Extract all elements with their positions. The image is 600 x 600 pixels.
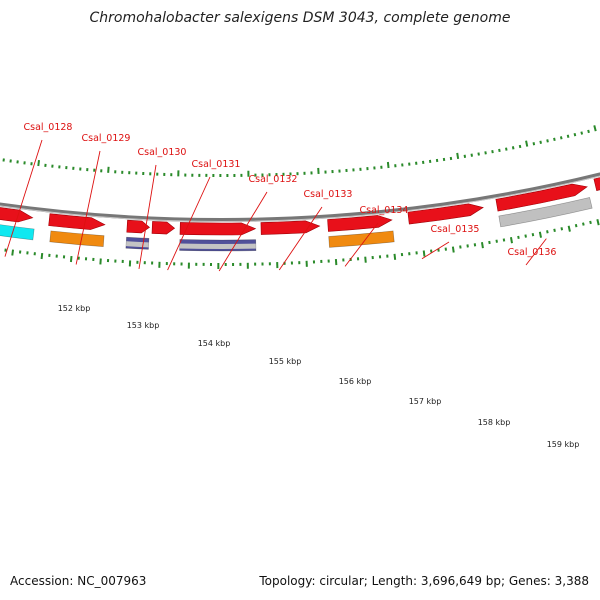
cds-feature-overlay [179,243,256,249]
outer-minor-tick [502,238,506,242]
inner-minor-tick [511,146,515,150]
accession-text: Accession: NC_007963 [10,574,147,588]
inner-minor-tick [498,148,501,153]
outer-tick-track [4,219,600,269]
kbp-scale-label: 159 kbp [547,440,580,449]
gene-arrow [126,219,150,234]
gene-label-leader [218,191,268,272]
outer-major-tick [69,255,73,263]
kbp-scale-label: 154 kbp [198,339,231,348]
outer-minor-tick [517,235,520,240]
backbone-line [0,172,600,222]
inner-minor-tick [566,134,570,138]
gene-arrow [327,215,393,232]
gene-label: Csal_0136 [508,247,557,258]
gene-label-leader [75,150,101,265]
outer-minor-tick [589,220,592,225]
gene-label: Csal_0129 [82,133,131,144]
outer-minor-tick [531,232,535,237]
outer-major-tick [393,253,397,260]
gene-arrow [407,203,484,225]
cds-feature [0,224,35,241]
outer-major-tick [538,231,543,238]
backbone-highlight [0,175,600,222]
gene-label-leader [525,238,547,266]
inner-minor-tick [580,131,584,135]
outer-minor-tick [524,234,527,238]
inner-minor-tick [539,140,542,144]
kbp-label-track: 152 kbp 153 kbp 154 kbp 155 kbp 156 kbp 157 k… [58,304,580,449]
inner-major-tick [593,125,597,132]
genome-summary-text: Topology: circular; Length: 3,696,649 bp… [259,574,589,588]
outer-minor-tick [574,223,578,228]
gene-label: Csal_0131 [192,159,241,170]
inner-minor-tick [518,144,522,149]
outer-major-tick [596,219,600,226]
gene-label-track: Csal_0128 Csal_0129 Csal_0130 Csal_0131 Csal… [4,122,557,272]
outer-minor-tick [495,239,498,243]
gene-label: Csal_0128 [24,122,73,133]
outer-major-tick [451,246,455,253]
outer-major-tick [40,252,44,260]
kbp-scale-label: 158 kbp [478,418,511,427]
map-title: Chromohalobacter salexigens DSM 3043, co… [89,10,511,26]
gene-arrow-track [0,177,600,236]
inner-minor-tick [546,139,549,143]
gene-arrow [151,221,176,235]
gene-label-leader [344,222,379,267]
gene-label-leader [4,139,43,257]
inner-minor-tick [491,149,494,154]
outer-major-tick [422,250,426,257]
backbone-track [0,172,600,222]
kbp-scale-label: 155 kbp [269,357,302,366]
gene-arrow [495,183,588,212]
inner-major-tick [525,140,529,147]
gene-label: Csal_0130 [138,147,187,158]
gene-label: Csal_0135 [431,224,480,235]
outer-minor-tick [553,228,556,232]
gene-label: Csal_0134 [360,205,409,216]
gene-label-leader [138,164,157,269]
outer-minor-tick [560,227,564,231]
inner-minor-tick [484,151,487,155]
inner-minor-tick [532,142,536,146]
gene-label-leader [278,206,323,271]
cds-feature [498,197,593,228]
outer-minor-tick [582,222,585,226]
outer-major-tick [567,225,571,232]
kbp-scale-label: 156 kbp [339,377,372,386]
gene-label: Csal_0133 [304,189,353,200]
outer-major-tick [509,237,514,244]
gene-arrow [48,213,106,230]
gene-arrow [179,222,257,236]
gene-arrow [260,220,321,235]
kbp-scale-label: 152 kbp [58,304,91,313]
outer-major-tick [480,242,484,249]
gene-arrow [593,177,600,192]
cds-feature [49,230,105,247]
inner-minor-tick [559,136,563,140]
gene-arrow [0,207,34,223]
inner-tick-track [2,125,597,178]
inner-major-tick [456,152,460,160]
outer-major-tick [11,249,15,256]
gene-label-leader [421,241,450,260]
inner-minor-tick [587,129,590,134]
gene-label-leader [167,176,211,271]
inner-major-tick [386,161,390,169]
inner-minor-tick [553,137,556,142]
outer-minor-tick [546,230,549,234]
kbp-scale-label: 153 kbp [127,321,160,330]
inner-major-tick [37,159,40,167]
inner-minor-tick [573,132,577,137]
gene-label: Csal_0132 [249,174,298,185]
cds-feature [328,230,395,248]
inner-minor-tick [505,147,508,151]
outer-major-tick [364,256,367,263]
kbp-scale-label: 157 kbp [409,397,442,406]
